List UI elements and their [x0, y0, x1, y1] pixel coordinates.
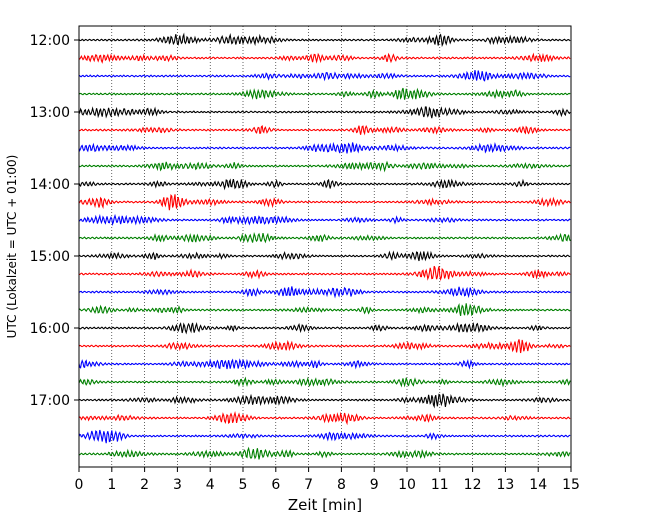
x-tick-label: 2: [140, 477, 149, 493]
y-tick-label: 17:00: [30, 393, 70, 409]
trace-line: [78, 106, 571, 119]
x-tick-label: 12: [464, 477, 482, 493]
x-tick-label: 3: [173, 477, 182, 493]
trace-line: [78, 52, 571, 64]
x-tick-label: 1: [107, 477, 116, 493]
trace-line: [78, 265, 571, 282]
trace-line: [78, 321, 571, 335]
x-tick-label: 11: [431, 477, 449, 493]
x-tick-label: 6: [271, 477, 280, 493]
y-tick-label: 12:00: [30, 33, 70, 49]
y-tick-label: 16:00: [30, 321, 70, 337]
x-tick-label: 4: [206, 477, 215, 493]
x-tick-label: 8: [337, 477, 346, 493]
x-tick-label: 0: [75, 477, 84, 493]
trace-line: [78, 160, 571, 173]
trace-line: [78, 141, 571, 154]
trace-line: [78, 339, 571, 354]
trace-line: [78, 213, 571, 227]
trace-line: [78, 193, 571, 211]
y-axis-ticks: 12:00 13:00 14:00 15:00 16:00 17:00: [30, 33, 79, 409]
trace-line: [78, 124, 571, 136]
x-tick-label: 13: [496, 477, 514, 493]
trace-line: [78, 286, 571, 299]
x-tick-label: 15: [562, 477, 580, 493]
y-axis-label: UTC (Lokalzeit = UTC + 01:00): [5, 155, 19, 339]
x-tick-label: 9: [370, 477, 379, 493]
y-tick-label: 15:00: [30, 249, 70, 265]
trace-line: [78, 32, 571, 48]
x-tick-label: 5: [239, 477, 248, 493]
trace-line: [78, 250, 571, 262]
trace-line: [78, 411, 571, 426]
x-axis-ticks: 0 1 2 3 4 5 6 7 8 9 10 11 12 13 14 15: [75, 467, 580, 493]
y-tick-label: 14:00: [30, 177, 70, 193]
trace-line: [78, 393, 571, 409]
trace-group: [78, 32, 571, 460]
trace-line: [78, 231, 571, 244]
trace-line: [78, 446, 571, 460]
trace-line: [78, 70, 571, 82]
x-tick-label: 7: [304, 477, 313, 493]
x-tick-label: 10: [398, 477, 416, 493]
trace-line: [78, 376, 571, 388]
trace-line: [78, 178, 571, 191]
trace-line: [78, 302, 571, 317]
trace-line: [78, 358, 571, 370]
x-tick-label: 14: [529, 477, 547, 493]
x-axis-label: Zeit [min]: [288, 496, 362, 514]
plot-frame: [78, 25, 572, 468]
trace-line: [78, 429, 571, 444]
trace-line: [78, 87, 571, 100]
y-tick-label: 13:00: [30, 105, 70, 121]
